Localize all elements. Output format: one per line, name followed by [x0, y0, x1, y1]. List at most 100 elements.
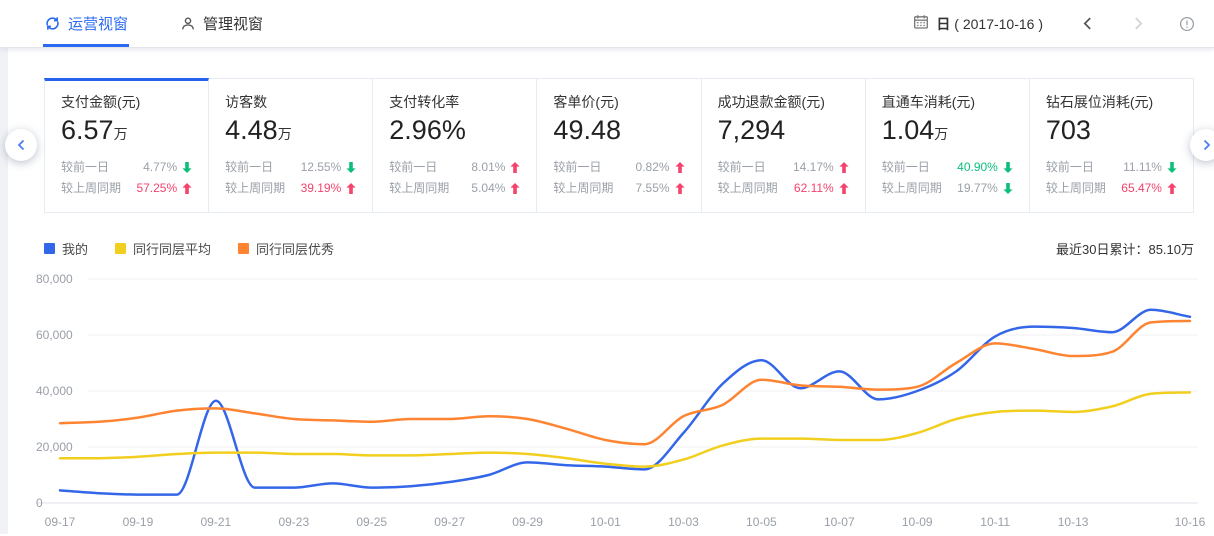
metric-card-value: 7,294 — [717, 115, 786, 145]
date-picker-trigger[interactable]: 日 ( 2017-10-16 ) — [913, 14, 1043, 34]
up-arrow-icon — [839, 183, 849, 194]
metric-card-title: 访客数 — [225, 94, 268, 110]
metric-comparison-row: 较前一日 4.77% — [61, 157, 192, 178]
tab-management-view[interactable]: 管理视窗 — [180, 0, 263, 47]
metric-comparisons: 较前一日 14.17% 较上周同期 62.11% — [718, 157, 849, 199]
thirty-day-total: 最近30日累计：85.10万 — [1056, 242, 1194, 257]
metric-comparison-row: 较上周同期 62.11% — [718, 178, 849, 199]
svg-text:09-21: 09-21 — [201, 515, 232, 529]
legend-item-2[interactable]: 同行同层平均 — [115, 239, 211, 258]
svg-text:10-09: 10-09 — [902, 515, 933, 529]
legend-swatch — [238, 243, 250, 254]
cards-prev-button[interactable] — [5, 129, 37, 161]
metric-card-unit: 万 — [277, 126, 292, 142]
tab-label: 运营视窗 — [68, 16, 129, 33]
metric-comparison-row: 较上周同期 57.25% — [61, 178, 192, 199]
svg-text:80,000: 80,000 — [36, 272, 73, 286]
up-arrow-icon — [510, 162, 521, 173]
comparison-label: 较前一日 — [553, 160, 602, 174]
info-icon[interactable] — [1179, 16, 1195, 32]
date-range-text: ( 2017-10-16 ) — [954, 15, 1043, 32]
metric-card-7[interactable]: 钻石展位消耗(元) 703 较前一日 11.11% 较上周同期 65.47% — [1029, 78, 1194, 213]
svg-text:20,000: 20,000 — [36, 440, 73, 454]
metric-comparisons: 较前一日 8.01% 较上周同期 5.04% — [389, 157, 521, 199]
cards-next-button[interactable] — [1190, 129, 1214, 161]
metric-card-title: 钻石展位消耗(元) — [1045, 94, 1154, 110]
svg-text:10-07: 10-07 — [824, 515, 855, 529]
svg-text:10-01: 10-01 — [590, 515, 621, 529]
legend-swatch — [44, 243, 55, 254]
metric-card-3[interactable]: 支付转化率 2.96% 较前一日 8.01% 较上周同期 5.04% — [373, 78, 538, 213]
metric-card-2[interactable]: 访客数 4.48万 较前一日 12.55% 较上周同期 39.19% — [209, 78, 374, 213]
comparison-label: 较前一日 — [881, 160, 930, 174]
metric-card-value: 49.48 — [553, 115, 621, 145]
metric-card-unit: 万 — [934, 126, 949, 142]
svg-text:09-19: 09-19 — [123, 515, 154, 529]
comparison-label: 较上周同期 — [881, 181, 942, 195]
trend-chart[interactable]: 0 20,000 40,000 60,000 80,000 09-17 09-19 09-21… — [0, 264, 1214, 536]
comparison-value: 11.11% — [1123, 160, 1162, 174]
metric-card-unit: 万 — [113, 126, 128, 142]
metric-comparisons: 较前一日 4.77% 较上周同期 57.25% — [61, 157, 192, 199]
metric-card-title: 支付转化率 — [389, 94, 460, 110]
metric-card-4[interactable]: 客单价(元) 49.48 较前一日 0.82% 较上周同期 7.55% — [537, 78, 702, 213]
legend-item-1[interactable]: 我的 — [44, 239, 88, 258]
date-next-button[interactable] — [1132, 16, 1145, 31]
tab-label: 管理视窗 — [203, 16, 264, 33]
metric-card-5[interactable]: 成功退款金额(元) 7,294 较前一日 14.17% 较上周同期 62.11% — [701, 78, 866, 213]
svg-text:10-13: 10-13 — [1058, 515, 1089, 529]
tab-operations-view[interactable]: 运营视窗 — [42, 0, 130, 47]
legend-item-3[interactable]: 同行同层优秀 — [238, 239, 334, 258]
metric-cards-section: 支付金额(元) 6.57万 较前一日 4.77% 较上周同期 57.25% 访客数 4.48万… — [5, 78, 1214, 213]
comparison-value: 19.77% — [957, 181, 998, 195]
metric-comparison-row: 较前一日 12.55% — [225, 157, 356, 178]
metric-card-title: 成功退款金额(元) — [717, 94, 825, 110]
down-arrow-icon — [346, 162, 356, 173]
legend-label: 我的 — [62, 242, 89, 257]
svg-text:09-25: 09-25 — [356, 515, 387, 529]
comparison-label: 较前一日 — [717, 160, 766, 174]
comparison-value: 4.77% — [143, 160, 178, 174]
svg-text:10-05: 10-05 — [746, 515, 777, 529]
metric-card-value: 703 — [1045, 115, 1091, 145]
legend-label: 同行同层平均 — [133, 242, 212, 257]
comparison-value: 57.25% — [136, 181, 178, 195]
person-icon — [180, 16, 196, 32]
down-arrow-icon — [182, 162, 192, 173]
chart-legend-row: 我的 同行同层平均 同行同层优秀 最近30日累计：85.10万 — [44, 239, 1194, 258]
comparison-label: 较前一日 — [1045, 160, 1094, 174]
comparison-label: 较前一日 — [61, 160, 110, 174]
svg-text:40,000: 40,000 — [36, 384, 73, 398]
svg-text:10-16: 10-16 — [1175, 515, 1206, 529]
comparison-label: 较前一日 — [389, 160, 438, 174]
trend-chart-canvas: 0 20,000 40,000 60,000 80,000 09-17 09-19 09-21… — [36, 272, 1206, 529]
down-arrow-icon — [1003, 162, 1013, 173]
chart-gridlines — [36, 278, 1198, 504]
comparison-value: 40.90% — [957, 160, 998, 174]
comparison-value: 14.17% — [793, 160, 834, 174]
metric-comparison-row: 较前一日 8.01% — [389, 157, 521, 178]
metric-card-1[interactable]: 支付金额(元) 6.57万 较前一日 4.77% 较上周同期 57.25% — [44, 78, 210, 213]
metric-card-title: 客单价(元) — [553, 94, 619, 110]
metric-comparisons: 较前一日 12.55% 较上周同期 39.19% — [225, 157, 356, 199]
topbar-controls: 日 ( 2017-10-16 ) — [913, 14, 1214, 34]
up-arrow-icon — [839, 162, 849, 173]
metric-comparisons: 较前一日 0.82% 较上周同期 7.55% — [553, 157, 685, 199]
svg-text:10-03: 10-03 — [668, 515, 699, 529]
svg-text:09-27: 09-27 — [434, 515, 465, 529]
date-prev-button[interactable] — [1081, 16, 1094, 31]
up-arrow-icon — [674, 183, 685, 194]
comparison-label: 较上周同期 — [553, 181, 614, 195]
metric-comparison-row: 较前一日 40.90% — [882, 157, 1013, 178]
metric-card-title: 直通车消耗(元) — [881, 94, 976, 110]
comparison-label: 较上周同期 — [389, 181, 450, 195]
up-arrow-icon — [346, 183, 356, 194]
svg-text:09-29: 09-29 — [512, 515, 543, 529]
metric-comparison-row: 较上周同期 7.55% — [553, 178, 685, 199]
comparison-value: 7.55% — [635, 181, 670, 195]
down-arrow-icon — [1003, 183, 1013, 194]
metric-comparison-row: 较前一日 0.82% — [553, 157, 685, 178]
down-arrow-icon — [1167, 162, 1177, 173]
metric-card-6[interactable]: 直通车消耗(元) 1.04万 较前一日 40.90% 较上周同期 19.77% — [865, 78, 1030, 213]
page-left-gutter — [0, 0, 8, 534]
